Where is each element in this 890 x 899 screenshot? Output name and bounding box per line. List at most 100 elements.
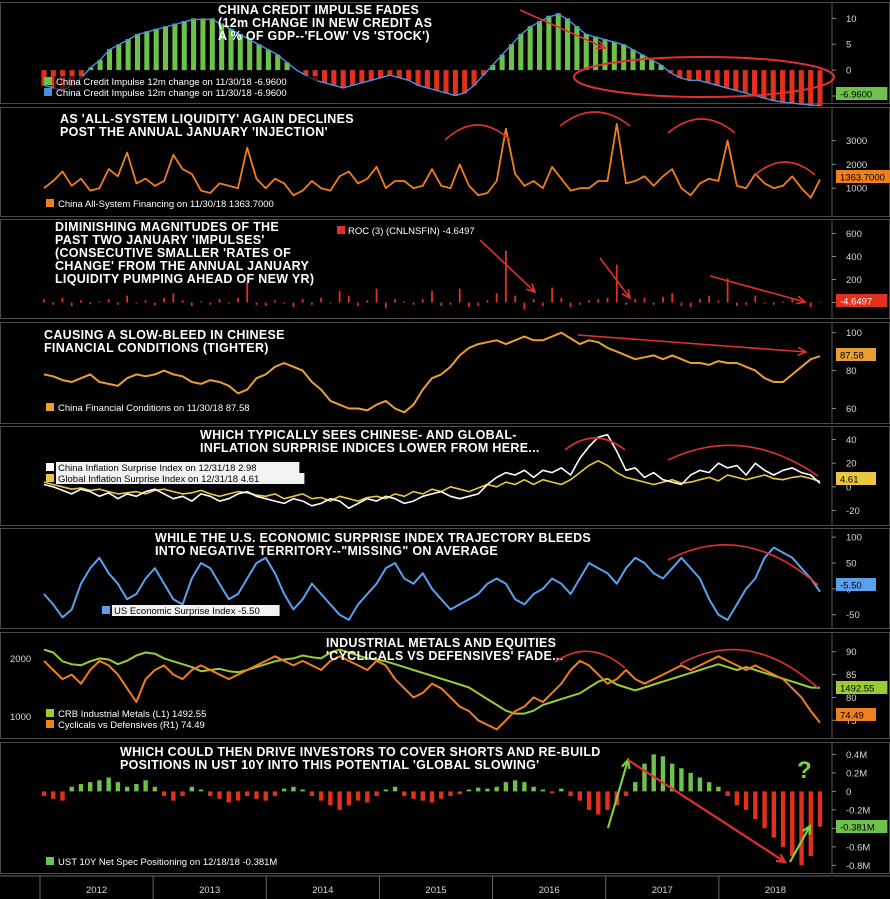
ust-bar — [115, 782, 121, 792]
impulse-bar — [780, 70, 786, 103]
value-tag-box — [836, 294, 888, 307]
value-tag-text: 74.49 — [840, 711, 864, 722]
ust-axis-label: 0.2M — [846, 768, 867, 779]
impulse-bar — [639, 54, 645, 71]
ust-bar — [97, 780, 102, 792]
value-tag-box — [836, 87, 888, 100]
impulse-bar — [228, 28, 234, 71]
roc-bar — [782, 301, 784, 303]
roc-bar — [117, 302, 119, 305]
ust-bar — [51, 791, 56, 799]
x-axis-label: 2014 — [312, 885, 333, 896]
impulse-bar — [723, 70, 730, 89]
impulse-bar — [546, 15, 552, 71]
financing-legend-label: China All-System Financing on 11/30/18 1… — [58, 199, 274, 210]
impulse-bar — [78, 70, 84, 78]
impulse-bar — [611, 41, 617, 71]
x-axis-label: 2012 — [86, 885, 107, 896]
ust-bar — [771, 791, 777, 838]
ust-bar — [411, 791, 416, 799]
roc-legend-swatch — [337, 226, 345, 234]
ust-bar — [226, 791, 231, 803]
value-tag-box — [836, 472, 876, 485]
impulse-bar — [50, 70, 56, 89]
roc-bar — [569, 302, 572, 308]
roc-bar — [80, 300, 82, 303]
ust-bar — [485, 788, 490, 792]
roc-bar — [606, 297, 609, 303]
roc-bar — [597, 299, 600, 303]
x-axis-label: 2013 — [199, 885, 220, 896]
roc-bar — [772, 302, 775, 305]
impulse-bar — [752, 70, 758, 96]
roc-bar — [190, 302, 193, 306]
financing-axis-label: 3000 — [846, 136, 867, 147]
value-tag-text: 1363.7000 — [840, 173, 885, 184]
roc-bar — [495, 293, 498, 303]
metals-legend-label-bg — [56, 719, 234, 730]
roc-bar — [763, 302, 766, 304]
metals-title: 'CYCLICALS VS DEFENSIVES' FADE... — [326, 649, 563, 663]
inflation-arc — [564, 437, 626, 451]
roc-bar — [209, 302, 212, 305]
impulse-bar — [677, 70, 683, 78]
impulse-bar — [256, 44, 262, 71]
impulse-legend-swatch — [44, 77, 52, 85]
impulse-bar — [191, 18, 197, 71]
roc-title: (CONSECUTIVE SMALLER 'RATES OF — [55, 246, 291, 260]
financing-arc — [559, 111, 631, 127]
roc-bar — [403, 301, 406, 303]
ust-axis-label: 0.4M — [846, 750, 867, 761]
roc-bar — [662, 296, 664, 303]
roc-bar — [107, 299, 110, 303]
ust-bar — [124, 786, 130, 792]
roc-bar — [551, 287, 553, 303]
ust-bar — [633, 782, 638, 792]
ust-bar — [817, 791, 823, 827]
inflation-legend-swatch — [46, 463, 54, 471]
roc-bar — [246, 281, 249, 303]
financing-legend-swatch — [46, 199, 54, 207]
impulse-bar — [565, 18, 571, 71]
us-surprise-axis-label: 50 — [846, 558, 857, 569]
roc-bar — [163, 297, 165, 303]
ust-axis-label: -0.2M — [846, 805, 870, 816]
us-surprise-title: INTO NEGATIVE TERRITORY--"MISSING" ON AV… — [155, 544, 498, 558]
fci-axis-label: 80 — [846, 366, 857, 377]
roc-bar — [144, 300, 147, 303]
impulse-bar — [583, 33, 589, 71]
impulse-bar — [789, 70, 795, 104]
roc-bar — [135, 302, 138, 304]
ust-axis-label: -0.8M — [846, 861, 870, 872]
impulse-bar — [434, 70, 440, 91]
fci-arrow-head — [797, 346, 808, 357]
ust-bar — [734, 791, 740, 806]
roc-bar — [699, 299, 701, 303]
roc-bar — [468, 302, 470, 308]
roc-bar — [347, 295, 350, 303]
ust-bar — [586, 791, 592, 810]
roc-bar — [680, 302, 683, 306]
ust-bar — [180, 791, 185, 797]
inflation-axis-label: 20 — [846, 459, 857, 470]
roc-bar — [366, 300, 369, 303]
impulse-title: A % OF GDP--'FLOW' VS 'STOCK') — [218, 29, 430, 43]
impulse-bar — [153, 28, 159, 71]
ust-bar — [161, 791, 167, 797]
ust-bar — [697, 777, 703, 792]
impulse-axis-label: 0 — [846, 66, 851, 77]
roc-bar — [578, 302, 581, 305]
roc-bar — [819, 302, 821, 304]
roc-bar — [52, 302, 55, 305]
roc-bar — [172, 293, 175, 303]
ust-bar — [152, 786, 158, 792]
ust-bar — [420, 791, 425, 801]
ust-bar — [300, 789, 305, 792]
roc-bar — [412, 302, 415, 305]
roc-axis-label: 600 — [846, 229, 862, 240]
impulse-bar — [471, 70, 477, 86]
impulse-bar — [536, 20, 543, 71]
impulse-arrow — [519, 9, 606, 49]
impulse-bar — [88, 67, 94, 71]
ust-bar — [106, 777, 111, 792]
